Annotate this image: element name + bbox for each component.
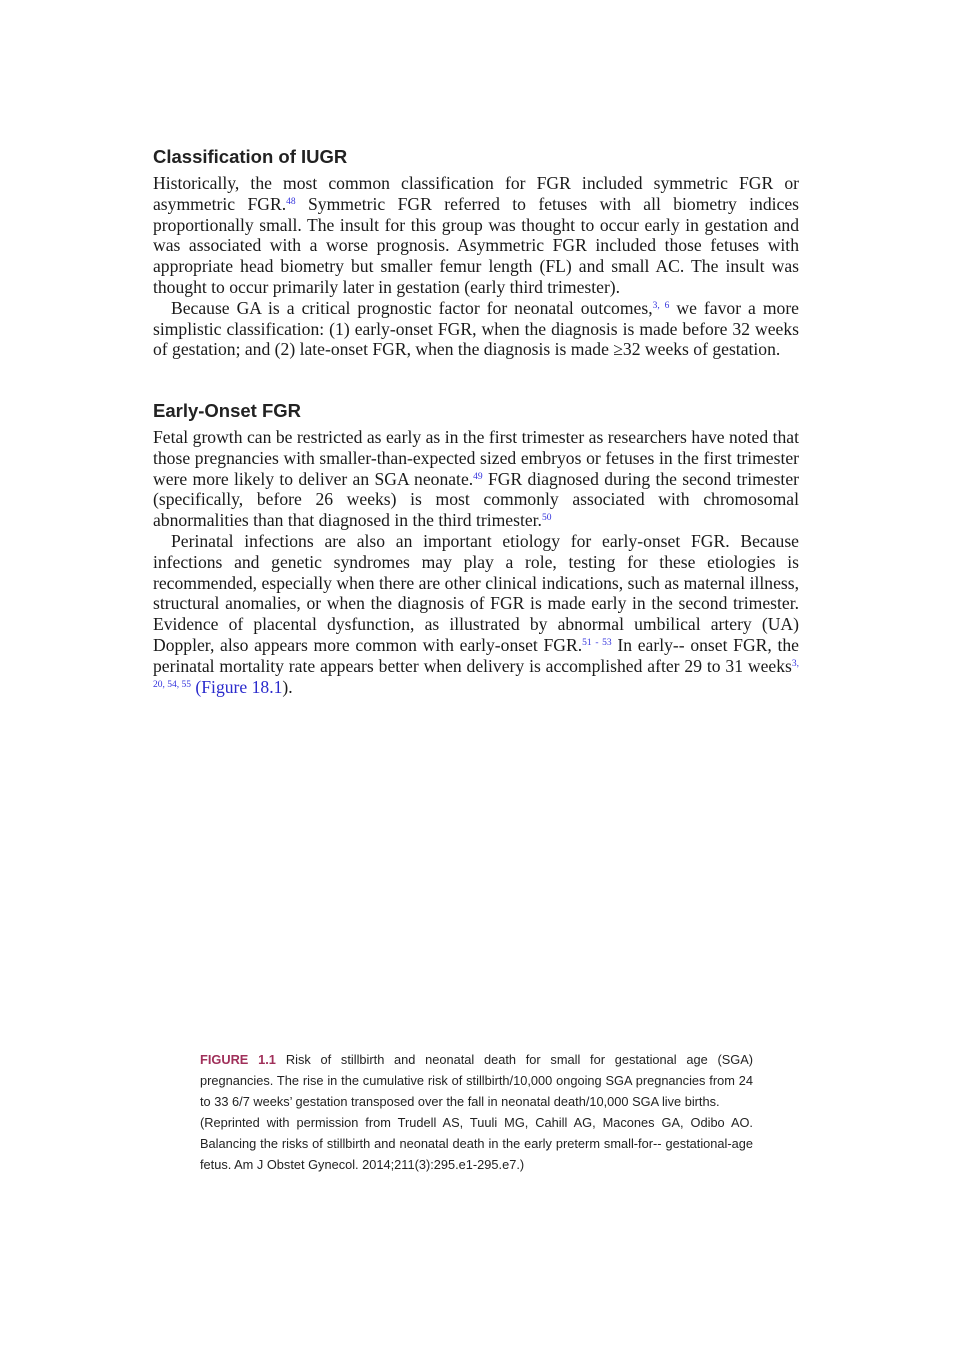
text-run: Because GA is a critical prognostic fact… [171,297,653,318]
caption-credit: (Reprinted with permission from Trudell … [200,1115,753,1172]
section-heading: Classification of IUGR [153,146,348,167]
section-heading: Early-Onset FGR [153,400,302,421]
text-run: In early-- onset FGR, the perinatal mort… [153,634,799,676]
text-run: ). [282,676,293,697]
figure-link[interactable]: (Figure 18.1 [195,676,283,697]
text-run: Historically, the most common classifica… [153,173,799,214]
text-run: Perinatal infections are also an importa… [153,530,799,655]
text-run: FGR diagnosed during the second trimeste… [153,468,799,531]
reference: 3, 20, 54, 55 [153,658,799,690]
paragraph: Fetal growth can be restricted as early … [153,427,799,531]
caption-body: Risk of stillbirth and neonatal death fo… [200,1052,753,1109]
paragraph: Historically, the most common classifica… [153,173,799,298]
figure-label: FIGURE 1.1 [200,1052,276,1067]
reference: 48 [286,196,296,207]
paragraph: Because GA is a critical prognostic fact… [153,298,799,360]
section: Early-Onset FGR Fetal growth can be restr… [153,400,799,697]
paragraph: Perinatal infections are also an importa… [153,531,799,697]
figure-caption: FIGURE 1.1 Risk of stillbirth and neonata… [200,1049,753,1175]
reference: 51 - 53 [582,637,612,648]
section: Classification of IUGR Historically, the … [153,146,799,360]
reference: 49 [473,471,483,482]
reference: 3, 6 [652,300,670,311]
text-run: we favor a more simplistic classificatio… [153,297,799,360]
text-run: Fetal growth can be restricted as early … [153,427,799,489]
reference: 50 [541,513,552,524]
text-run: Symmetric FGR referred to fetuses with a… [153,193,799,297]
caption-text: FIGURE 1.1 Risk of stillbirth and neonata… [200,1049,753,1112]
